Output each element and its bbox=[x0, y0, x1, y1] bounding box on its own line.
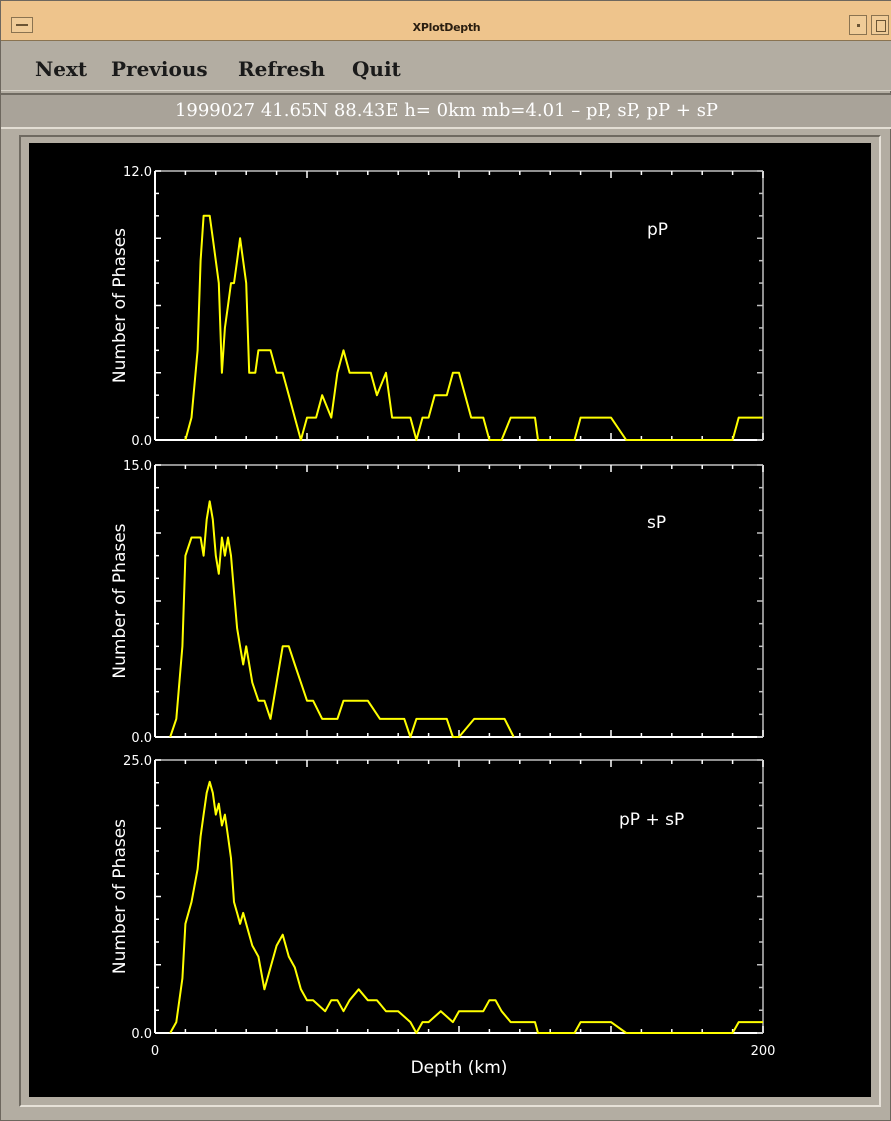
menu-bar: Next Previous Refresh Quit bbox=[1, 41, 891, 91]
series-line-2-1 bbox=[169, 500, 515, 738]
window-title: XPlotDepth bbox=[412, 21, 481, 34]
y-tick-label-min-1: 0.0 bbox=[131, 434, 152, 449]
y-axis-label-2: Number of Phases bbox=[110, 523, 130, 678]
x-axis-label: Depth (km) bbox=[411, 1058, 508, 1078]
plot-canvas: 0.0 12.0 Number of Phases pP 0.0 15.0 Number o… bbox=[29, 143, 871, 1097]
minimize-icon[interactable] bbox=[849, 15, 867, 35]
y-tick-label-min-3: 0.0 bbox=[131, 1027, 152, 1042]
chart-panel-2: 0.0 15.0 Number of Phases sP bbox=[110, 459, 764, 746]
depth-histogram-plots: 0.0 12.0 Number of Phases pP 0.0 15.0 Number o… bbox=[110, 165, 775, 1078]
event-info-bar: 1999027 41.65N 88.43E h= 0km mb=4.01 – p… bbox=[1, 93, 891, 129]
y-tick-label-min-2: 0.0 bbox=[131, 731, 152, 746]
menu-next[interactable]: Next bbox=[35, 57, 88, 81]
menu-refresh[interactable]: Refresh bbox=[238, 57, 326, 81]
series-line-3-1 bbox=[169, 780, 763, 1034]
maximize-icon[interactable] bbox=[871, 15, 889, 35]
x-tick-label-min: 0 bbox=[151, 1044, 159, 1059]
y-axis-label-3: Number of Phases bbox=[110, 819, 130, 974]
title-bar[interactable]: XPlotDepth bbox=[1, 1, 891, 41]
chart-panel-3: 0.0 25.0 Number of Phases pP + sP 0 200 Depth … bbox=[110, 754, 775, 1078]
window-menu-icon[interactable] bbox=[11, 17, 33, 33]
menu-previous[interactable]: Previous bbox=[111, 57, 208, 81]
y-tick-label-max-1: 12.0 bbox=[123, 165, 152, 180]
phase-label-1: pP bbox=[647, 220, 668, 240]
phase-label-2: sP bbox=[647, 513, 666, 533]
x-tick-label-max: 200 bbox=[751, 1044, 776, 1059]
y-tick-label-max-2: 15.0 bbox=[123, 459, 152, 474]
event-info: 1999027 41.65N 88.43E h= 0km mb=4.01 – p… bbox=[174, 100, 719, 121]
menu-quit[interactable]: Quit bbox=[352, 57, 401, 81]
series-line-1-1 bbox=[184, 214, 763, 441]
y-tick-label-max-3: 25.0 bbox=[123, 754, 152, 769]
phase-label-3: pP + sP bbox=[619, 810, 684, 830]
y-axis-label-1: Number of Phases bbox=[110, 228, 130, 383]
chart-panel-1: 0.0 12.0 Number of Phases pP bbox=[110, 165, 764, 449]
